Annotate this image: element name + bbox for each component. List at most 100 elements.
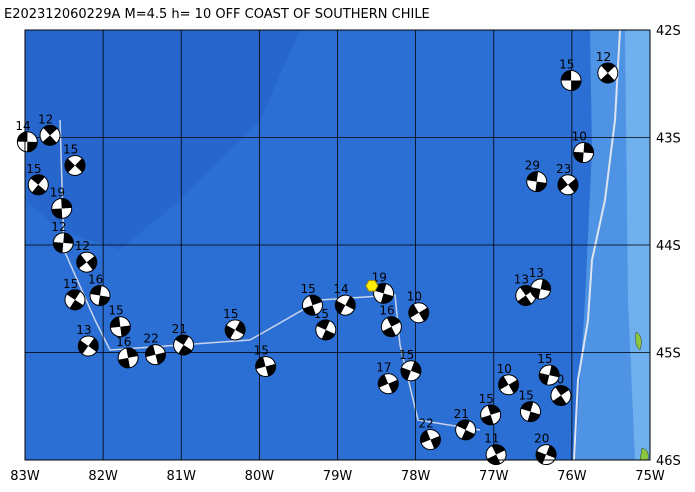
ball-quadrant [600, 63, 616, 83]
ball-quadrant [78, 337, 99, 355]
ball-quadrant [90, 285, 110, 306]
ball-quadrant [536, 445, 557, 464]
beachball [224, 319, 246, 341]
ball-quadrant [110, 316, 131, 337]
depth-label: 10 [572, 130, 587, 144]
depth-label: 21 [172, 322, 187, 336]
beachball [550, 385, 572, 406]
ball-quadrant [65, 158, 85, 173]
lon-label: 83W [10, 469, 40, 484]
depth-label: 12 [596, 50, 611, 64]
depth-label: 11 [484, 432, 499, 446]
ball-quadrant [225, 321, 246, 339]
depth-label: 15 [559, 58, 574, 72]
ball-quadrant [530, 279, 551, 299]
lon-label: 75W [635, 469, 665, 484]
depth-label: 14 [333, 282, 348, 296]
ball-quadrant [53, 232, 74, 253]
ball-quadrant [145, 344, 166, 365]
beachball [16, 131, 38, 153]
depth-label: 16 [88, 273, 103, 287]
beachball [51, 197, 73, 219]
lon-label: 81W [167, 469, 197, 484]
depth-label: 13 [76, 323, 91, 337]
ball-quadrant [517, 285, 534, 306]
beachball [538, 364, 560, 386]
ball-quadrant [456, 419, 475, 440]
title: E202312060229A M=4.5 h= 10 OFF COAST OF … [4, 7, 430, 22]
depth-label: 15 [518, 389, 533, 403]
ball-quadrant [539, 365, 560, 385]
ball-quadrant [526, 171, 547, 192]
depth-label: 13 [529, 266, 544, 280]
depth-label: 10 [497, 362, 512, 376]
ridge [59, 119, 481, 431]
depth-label: 22 [418, 417, 433, 431]
depth-label: 29 [525, 159, 540, 173]
depth-label: 22 [143, 332, 158, 346]
beachball [526, 171, 548, 193]
beachball [64, 154, 86, 176]
beachball [597, 62, 619, 84]
depth-label: 15 [63, 277, 78, 291]
beachball [419, 429, 441, 451]
lon-label: 80W [245, 469, 275, 484]
ball-quadrant [255, 356, 276, 377]
beachball [519, 401, 541, 423]
beachball [27, 174, 49, 196]
depth-label: 21 [454, 407, 469, 421]
beachball [560, 70, 582, 92]
depth-label: 15 [301, 282, 316, 296]
beachball [109, 316, 131, 338]
beachball [77, 335, 99, 357]
depth-label: 12 [51, 220, 66, 234]
ball-quadrant [552, 385, 570, 406]
beachball [480, 404, 502, 426]
deep-ocean [25, 30, 300, 250]
ball-quadrant [30, 174, 46, 195]
lat-label: 46S [656, 454, 681, 469]
beachball [380, 316, 402, 338]
lon-label: 78W [401, 469, 431, 484]
frame [24, 29, 651, 461]
beachball [117, 347, 139, 369]
depth-label: 16 [116, 335, 131, 349]
ball-quadrant [17, 131, 38, 152]
ball-quadrant [408, 304, 429, 322]
ball-quadrant [175, 334, 193, 355]
depth-label: 15 [223, 307, 238, 321]
depth-label: 10 [407, 290, 422, 304]
depth-label: 17 [376, 361, 391, 375]
depth-label: 15 [108, 304, 123, 318]
ball-quadrant [118, 347, 138, 368]
lat-label: 42S [656, 24, 681, 39]
ball-quadrant [400, 361, 421, 381]
depth-label: 15 [254, 343, 269, 357]
ball-quadrant [378, 374, 399, 393]
depth-label: 12 [38, 112, 53, 126]
beachball [173, 334, 195, 356]
beachball [455, 419, 477, 441]
lon-label: 77W [479, 469, 509, 484]
ball-quadrant [382, 316, 401, 337]
trench [573, 29, 621, 461]
beachball [408, 302, 430, 324]
epicenter [365, 280, 379, 292]
ball-quadrant [481, 404, 501, 425]
ball-quadrant [561, 70, 582, 91]
beachball [52, 232, 74, 254]
depth-label: 15 [399, 348, 414, 362]
ball-quadrant [42, 125, 58, 146]
lat-label: 43S [656, 132, 681, 147]
beachball [557, 174, 579, 196]
depth-label: 20 [534, 432, 549, 446]
beachball [334, 294, 356, 316]
depth-label: 15 [63, 142, 78, 156]
lon-label: 79W [323, 469, 353, 484]
depth-label: 13 [514, 273, 529, 287]
depth-label: 15 [26, 162, 41, 176]
ball-quadrant [520, 401, 541, 422]
beachball [255, 355, 277, 377]
lat-label: 44S [656, 239, 681, 254]
